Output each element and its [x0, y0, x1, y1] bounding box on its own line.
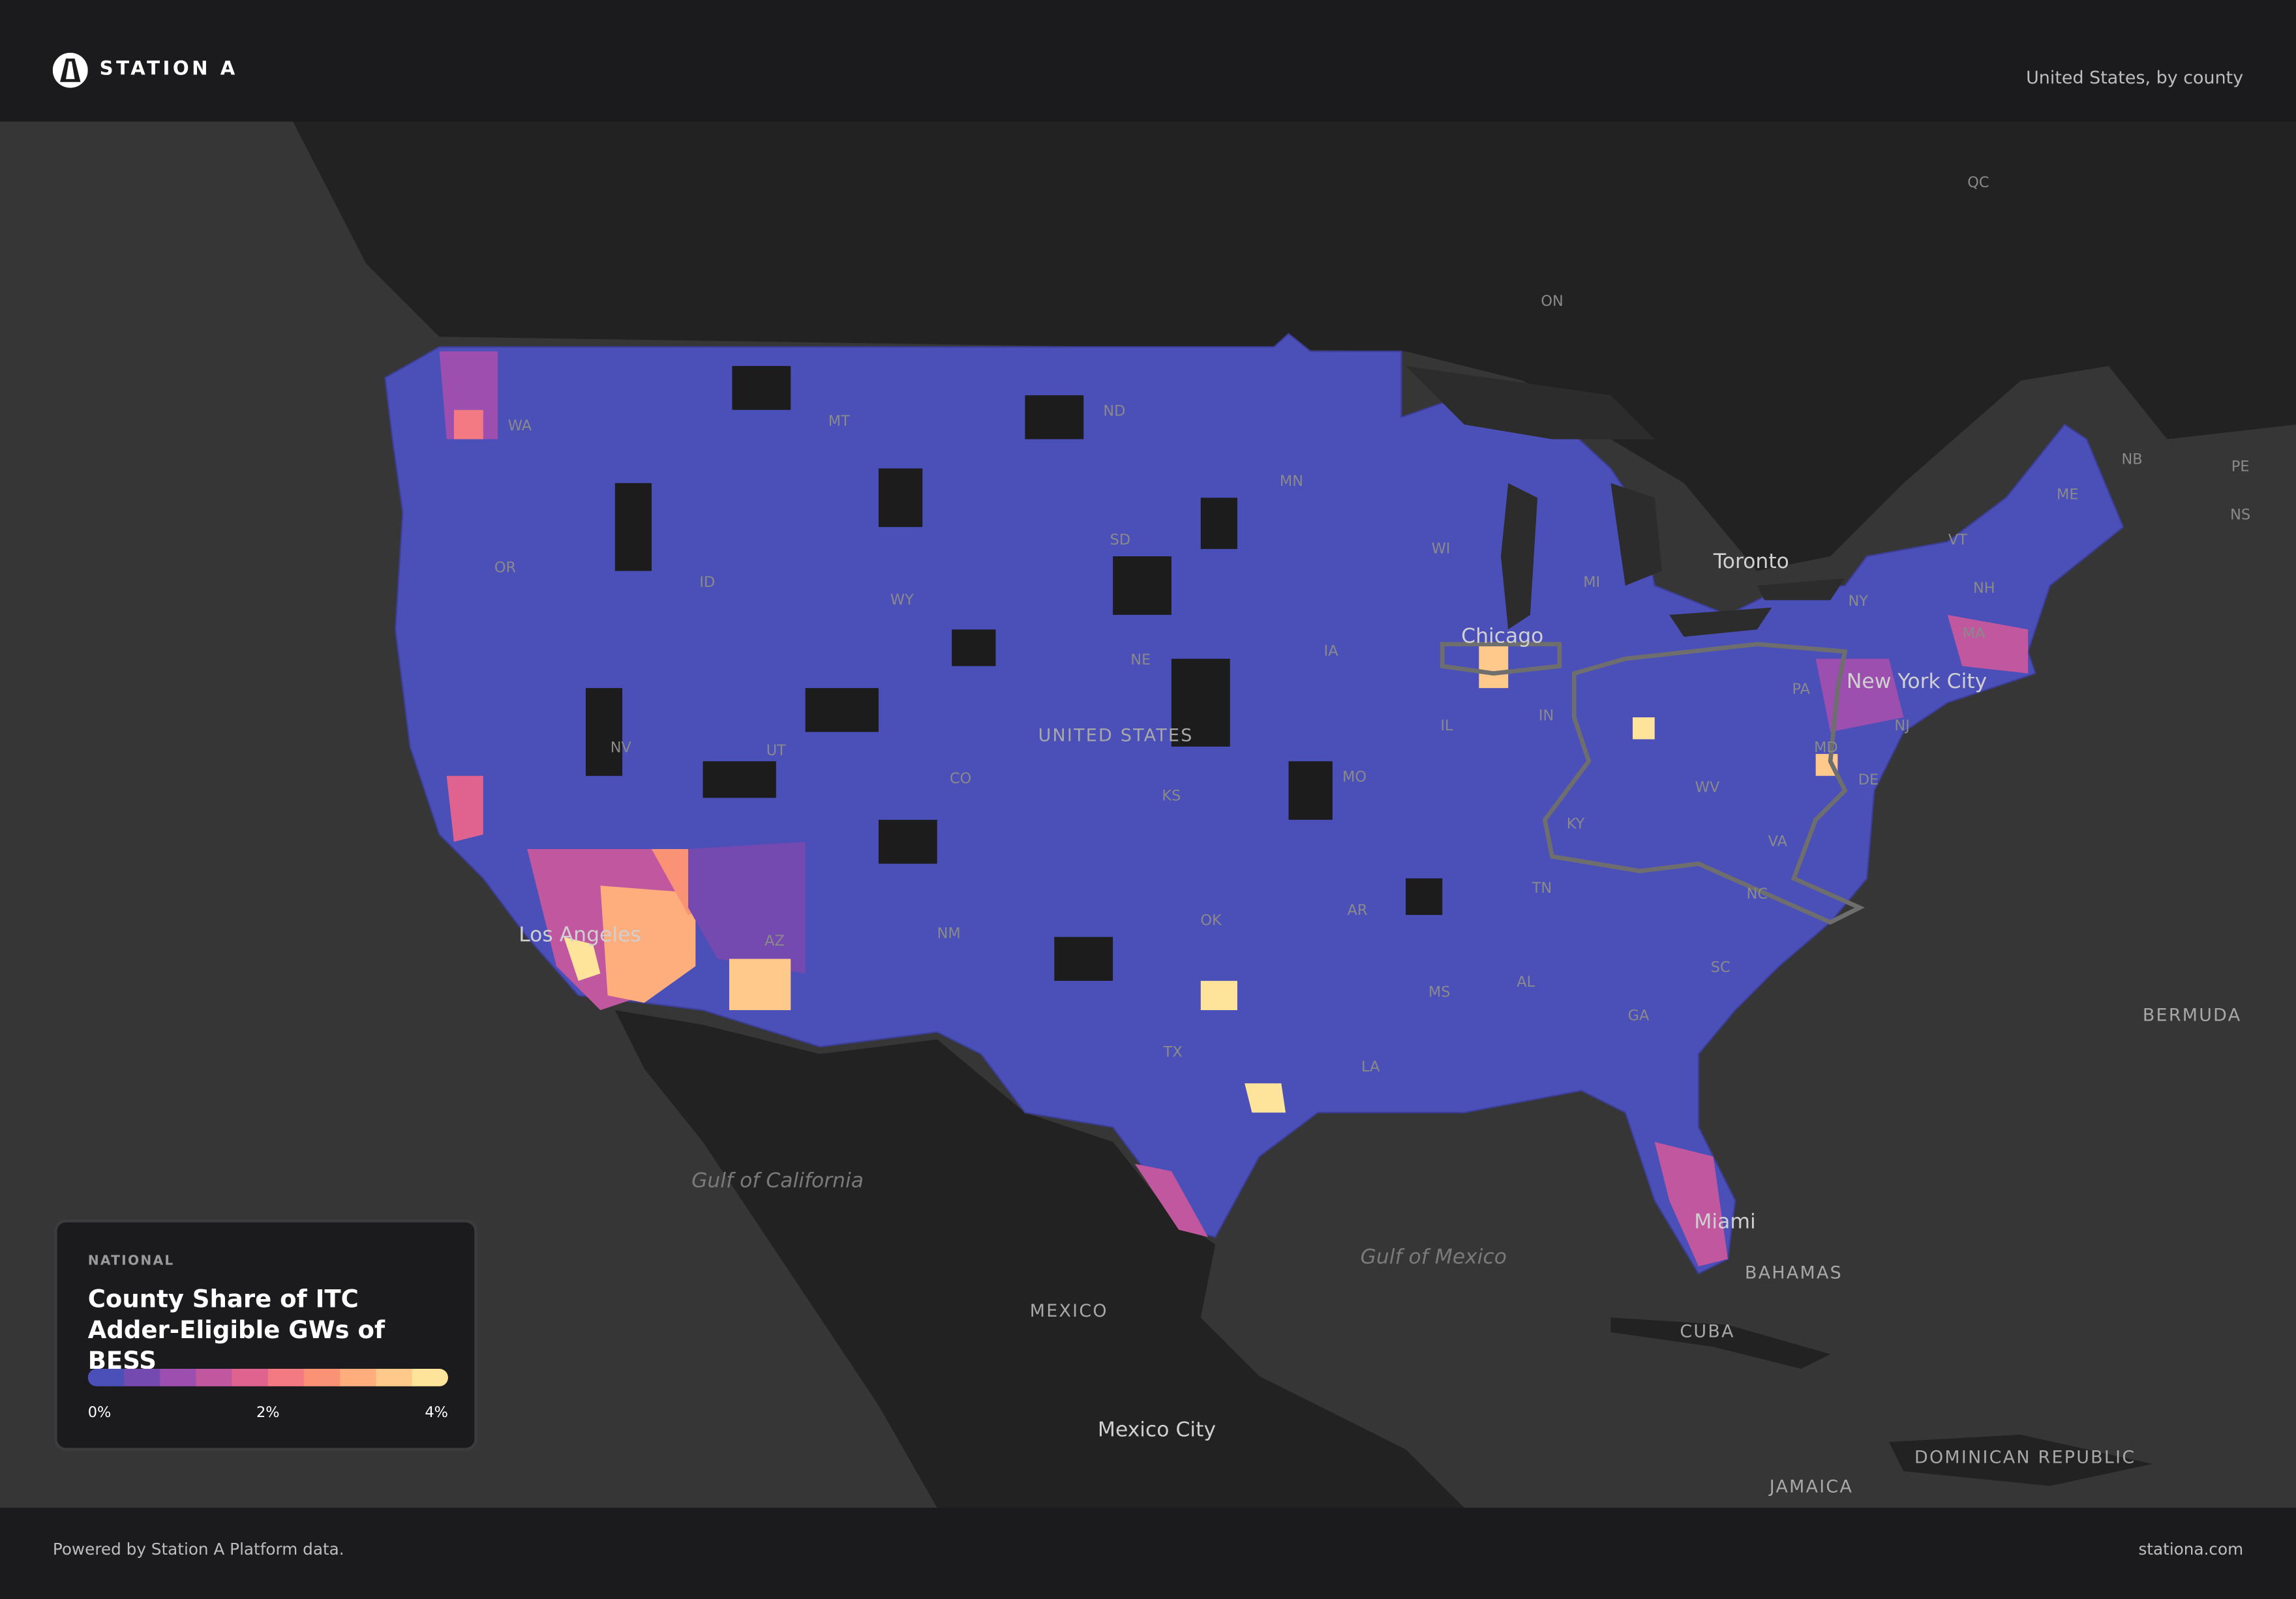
state-label: NH — [1973, 580, 1995, 597]
state-label: NB — [2121, 451, 2142, 468]
state-label: NM — [937, 925, 961, 942]
mexico-land — [614, 1009, 1464, 1508]
legend-title: County Share of ITC Adder-Eligible GWs o… — [87, 1285, 385, 1375]
ramp-swatch — [267, 1368, 305, 1386]
ramp-swatch — [376, 1368, 413, 1386]
state-label: MN — [1280, 473, 1303, 490]
state-label: ME — [2057, 486, 2079, 503]
state-label: VT — [1948, 531, 1967, 548]
ramp-swatch — [340, 1368, 377, 1386]
state-label: IN — [1539, 707, 1554, 724]
ramp-swatch — [232, 1368, 269, 1386]
hispaniola-land — [1888, 1435, 2153, 1486]
state-label: DE — [1858, 771, 1879, 788]
state-label: GA — [1628, 1007, 1650, 1024]
state-label: WA — [508, 417, 532, 434]
ramp-swatch — [87, 1368, 125, 1386]
state-label: KY — [1567, 815, 1585, 832]
region-label: JAMAICA — [1768, 1476, 1853, 1497]
state-label: OR — [494, 560, 516, 576]
citie-label: Toronto — [1713, 550, 1789, 573]
ramp-swatch — [160, 1368, 197, 1386]
state-label: MO — [1342, 769, 1367, 786]
region-label: MEXICO — [1030, 1301, 1108, 1321]
state-label: QC — [1967, 174, 1989, 191]
state-label: IL — [1440, 717, 1453, 734]
citie-label: Miami — [1694, 1210, 1755, 1233]
state-label: AR — [1348, 902, 1368, 919]
ramp-swatch — [412, 1368, 448, 1386]
wate-label: Gulf of California — [691, 1169, 864, 1193]
map-labels: WA OR MT ND MN SD WY ID WI MI NE IA IL IN NV UT CO KS MO KY… — [494, 174, 2250, 1497]
state-label: WV — [1695, 779, 1720, 796]
state-label: NE — [1130, 651, 1151, 668]
state-label: KS — [1162, 788, 1181, 805]
ramp-tick-label: 2% — [256, 1404, 280, 1421]
legend: NATIONAL County Share of ITC Adder-Eligi… — [54, 1219, 477, 1451]
state-label: ON — [1541, 293, 1563, 310]
state-label: NV — [611, 740, 632, 756]
subtitle: United States, by county — [2026, 67, 2244, 88]
state-label: MI — [1583, 574, 1600, 591]
state-label: NS — [2230, 507, 2250, 524]
citie-label: Mexico City — [1098, 1418, 1216, 1441]
state-label: CO — [950, 770, 971, 787]
state-label: LA — [1361, 1058, 1380, 1075]
region-label: DOMINICAN REPUBLIC — [1914, 1447, 2136, 1467]
citie-label: New York City — [1847, 670, 1987, 693]
no-data-counties — [585, 366, 1443, 981]
state-label: VA — [1768, 833, 1788, 850]
state-label: MT — [828, 413, 850, 430]
cuba-land — [1610, 1317, 1831, 1369]
state-label: UT — [766, 742, 786, 759]
state-label: PA — [1792, 681, 1811, 698]
state-label: AZ — [764, 933, 785, 949]
footer-link[interactable]: stationa.com — [2138, 1540, 2244, 1559]
ramp-swatch — [304, 1368, 341, 1386]
state-label: MS — [1428, 984, 1451, 1001]
state-label: OK — [1200, 912, 1222, 929]
footer-credit: Powered by Station A Platform data. — [52, 1540, 344, 1559]
ramp-swatch — [123, 1368, 161, 1386]
state-label: TX — [1163, 1044, 1183, 1061]
footer: Powered by Station A Platform data. stat… — [0, 1508, 2296, 1599]
color-ramp: 0% 2% 4% — [87, 1368, 448, 1421]
ramp-swatch — [196, 1368, 233, 1386]
state-label: WY — [890, 591, 914, 608]
state-label: SD — [1110, 531, 1131, 548]
state-label: NY — [1849, 593, 1869, 610]
state-label: NJ — [1894, 717, 1909, 734]
great-lakes — [1406, 366, 1845, 637]
state-label: NC — [1747, 886, 1768, 903]
region-label: BAHAMAS — [1745, 1263, 1843, 1283]
ramp-swatches — [87, 1368, 448, 1386]
state-label: WI — [1432, 540, 1451, 557]
state-label: SC — [1711, 959, 1730, 976]
state-label: ID — [699, 574, 715, 591]
legend-kicker: NATIONAL — [87, 1254, 175, 1270]
region-label: BERMUDA — [2143, 1005, 2242, 1025]
state-label: MD — [1814, 740, 1838, 756]
citie-label: Chicago — [1461, 625, 1543, 648]
region-outline — [1440, 642, 1865, 925]
region-label: CUBA — [1680, 1321, 1734, 1341]
logo[interactable] — [52, 52, 88, 88]
wate-label: Gulf of Mexico — [1361, 1245, 1507, 1268]
state-label: MA — [1963, 625, 1986, 642]
ramp-tick-label: 0% — [88, 1404, 112, 1421]
state-label: ND — [1103, 402, 1125, 419]
header: STATION A United States, by county — [0, 0, 2296, 122]
state-label: AL — [1517, 974, 1535, 991]
ramp-tick-label: 4% — [425, 1404, 448, 1421]
state-label: IA — [1324, 642, 1339, 659]
brand[interactable]: STATION A — [99, 58, 238, 81]
state-label: TN — [1532, 880, 1552, 897]
citie-label: Los Angeles — [519, 923, 641, 946]
state-label: PE — [2231, 458, 2250, 475]
region-label: UNITED STATES — [1038, 726, 1194, 746]
